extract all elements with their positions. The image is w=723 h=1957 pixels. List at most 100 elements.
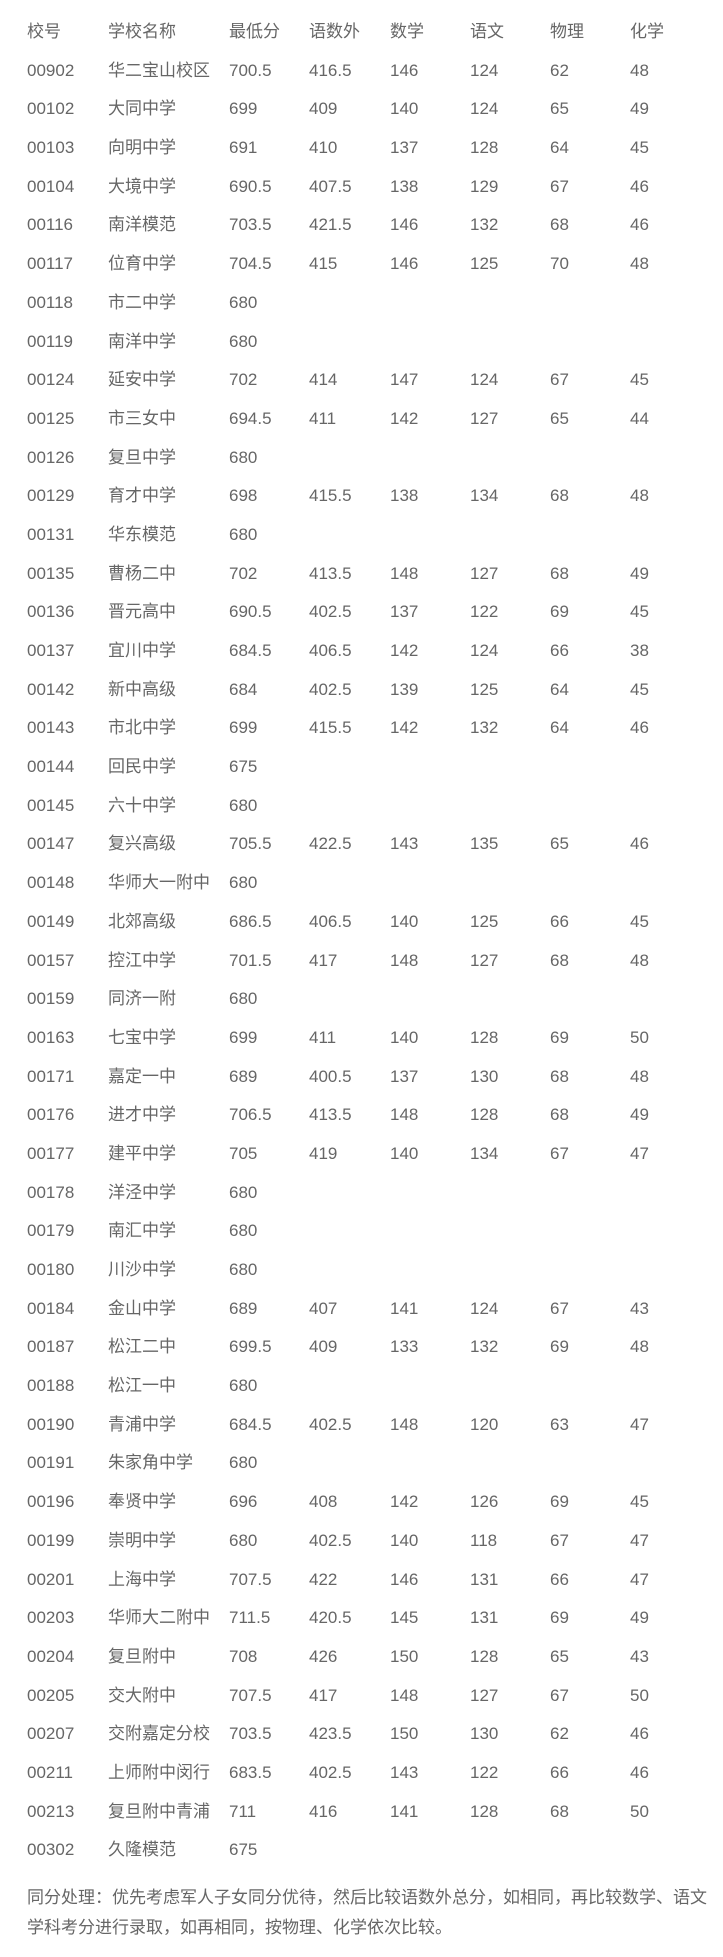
cell-min-score: 680 xyxy=(229,1530,258,1550)
table-row: 00190 青浦中学 684.5 402.5 148 120 63 47 xyxy=(0,1406,723,1445)
table-row: 00191 朱家角中学 680 xyxy=(0,1444,723,1483)
cell-min-score: 689 xyxy=(229,1298,258,1318)
cell-school-name: 南洋中学 xyxy=(108,331,176,351)
table-header: 校号 学校名称 最低分 语数外 数学 语文 物理 化学 xyxy=(0,13,723,52)
cell-chemistry: 43 xyxy=(630,1298,649,1318)
cell-min-score: 690.5 xyxy=(229,176,272,196)
cell-chinese: 130 xyxy=(470,1724,499,1744)
cell-school-name: 金山中学 xyxy=(108,1298,176,1318)
cell-min-score: 690.5 xyxy=(229,602,272,622)
cell-min-score: 698 xyxy=(229,486,258,506)
cell-school-name: 控江中学 xyxy=(108,950,176,970)
cell-chinese-math-english: 408 xyxy=(309,1492,338,1512)
cell-school-code: 00211 xyxy=(27,1762,74,1782)
cell-chinese-math-english: 415.5 xyxy=(309,486,352,506)
cell-min-score: 680 xyxy=(229,1260,258,1279)
cell-school-name: 复兴高级 xyxy=(108,834,176,854)
cell-chinese: 127 xyxy=(470,563,499,583)
table-row: 00145 六十中学 680 xyxy=(0,787,723,826)
cell-math: 141 xyxy=(390,1801,419,1821)
cell-physics: 69 xyxy=(550,1337,569,1357)
cell-math: 146 xyxy=(390,1569,419,1589)
cell-school-name: 南洋模范 xyxy=(108,215,176,235)
cell-physics: 68 xyxy=(550,215,569,235)
cell-chemistry: 46 xyxy=(630,718,649,738)
cell-chinese: 128 xyxy=(470,1801,499,1821)
cell-school-name: 市二中学 xyxy=(108,292,176,312)
table-row: 00148 华师大一附中 680 xyxy=(0,864,723,903)
cell-school-code: 00124 xyxy=(27,370,75,390)
cell-chinese-math-english: 413.5 xyxy=(309,563,352,583)
cell-min-score: 702 xyxy=(229,563,258,583)
cell-school-name: 同济一附 xyxy=(108,989,176,1009)
cell-min-score: 684.5 xyxy=(229,1414,272,1434)
cell-math: 150 xyxy=(390,1724,419,1744)
cell-math: 143 xyxy=(390,1762,419,1782)
cell-school-code: 00135 xyxy=(27,563,75,583)
cell-school-name: 市三女中 xyxy=(108,408,176,428)
table-row: 00117 位育中学 704.5 415 146 125 70 48 xyxy=(0,245,723,284)
table-row: 00902 华二宝山校区 700.5 416.5 146 124 62 48 xyxy=(0,52,723,91)
cell-school-name: 崇明中学 xyxy=(108,1530,176,1550)
cell-math: 140 xyxy=(390,911,419,931)
cell-school-name: 朱家角中学 xyxy=(108,1453,193,1473)
cell-math: 142 xyxy=(390,408,419,428)
cell-min-score: 684 xyxy=(229,679,258,699)
cell-chinese: 124 xyxy=(470,370,499,390)
cell-min-score: 675 xyxy=(229,757,258,777)
cell-school-code: 00176 xyxy=(27,1105,75,1125)
cell-chinese-math-english: 416.5 xyxy=(309,60,352,80)
cell-chemistry: 47 xyxy=(630,1414,649,1434)
table-row: 00102 大同中学 699 409 140 124 65 49 xyxy=(0,90,723,129)
cell-school-code: 00213 xyxy=(27,1801,75,1821)
table-row: 00178 洋泾中学 680 xyxy=(0,1174,723,1213)
cell-chinese: 128 xyxy=(470,1027,499,1047)
cell-math: 137 xyxy=(390,602,419,622)
table-row: 00180 川沙中学 680 xyxy=(0,1251,723,1290)
header-school-code: 校号 xyxy=(27,22,61,41)
tie-break-note: 同分处理：优先考虑军人子女同分优待，然后比较语数外总分，如相同，再比较数学、语文… xyxy=(27,1888,707,1937)
cell-school-name: 华师大一附中 xyxy=(108,873,210,893)
cell-chemistry: 49 xyxy=(630,1105,649,1125)
table-row: 00144 回民中学 675 xyxy=(0,748,723,787)
cell-chinese: 127 xyxy=(470,1685,499,1705)
cell-school-code: 00201 xyxy=(27,1569,75,1589)
cell-school-name: 宜川中学 xyxy=(108,641,176,660)
cell-chinese: 131 xyxy=(470,1569,499,1589)
cell-math: 140 xyxy=(390,1530,419,1550)
cell-school-code: 00302 xyxy=(27,1840,75,1860)
cell-physics: 68 xyxy=(550,486,569,506)
cell-school-code: 00207 xyxy=(27,1724,75,1744)
cell-physics: 68 xyxy=(550,563,569,583)
cell-chemistry: 48 xyxy=(630,950,649,970)
table-row: 00135 曹杨二中 702 413.5 148 127 68 49 xyxy=(0,555,723,594)
cell-min-score: 680 xyxy=(229,1376,258,1396)
cell-math: 142 xyxy=(390,641,419,660)
cell-math: 145 xyxy=(390,1608,419,1628)
cell-min-score: 711 xyxy=(229,1801,257,1821)
cell-math: 146 xyxy=(390,254,419,274)
cell-min-score: 701.5 xyxy=(229,950,272,970)
cell-physics: 70 xyxy=(550,254,569,274)
cell-chinese: 122 xyxy=(470,602,499,622)
cell-chinese: 124 xyxy=(470,99,499,119)
cell-chinese-math-english: 415 xyxy=(309,254,338,274)
cell-min-score: 707.5 xyxy=(229,1569,272,1589)
cell-chemistry: 45 xyxy=(630,679,649,699)
cell-chemistry: 46 xyxy=(630,176,649,196)
cell-school-name: 奉贤中学 xyxy=(108,1492,176,1512)
header-chinese: 语文 xyxy=(470,22,504,41)
cell-chinese-math-english: 417 xyxy=(309,950,338,970)
cell-school-name: 复旦附中青浦 xyxy=(108,1801,210,1821)
cell-physics: 69 xyxy=(550,1027,569,1047)
cell-physics: 66 xyxy=(550,641,569,660)
cell-school-code: 00116 xyxy=(27,215,74,235)
cell-school-name: 松江二中 xyxy=(108,1337,176,1357)
cell-min-score: 680 xyxy=(229,1182,258,1202)
cell-physics: 62 xyxy=(550,1724,569,1744)
table-row: 00159 同济一附 680 xyxy=(0,980,723,1019)
cell-chinese: 118 xyxy=(470,1530,498,1550)
table-row: 00177 建平中学 705 419 140 134 67 47 xyxy=(0,1135,723,1174)
cell-school-name: 上师附中闵行 xyxy=(108,1762,210,1782)
table-row: 00116 南洋模范 703.5 421.5 146 132 68 46 xyxy=(0,206,723,245)
